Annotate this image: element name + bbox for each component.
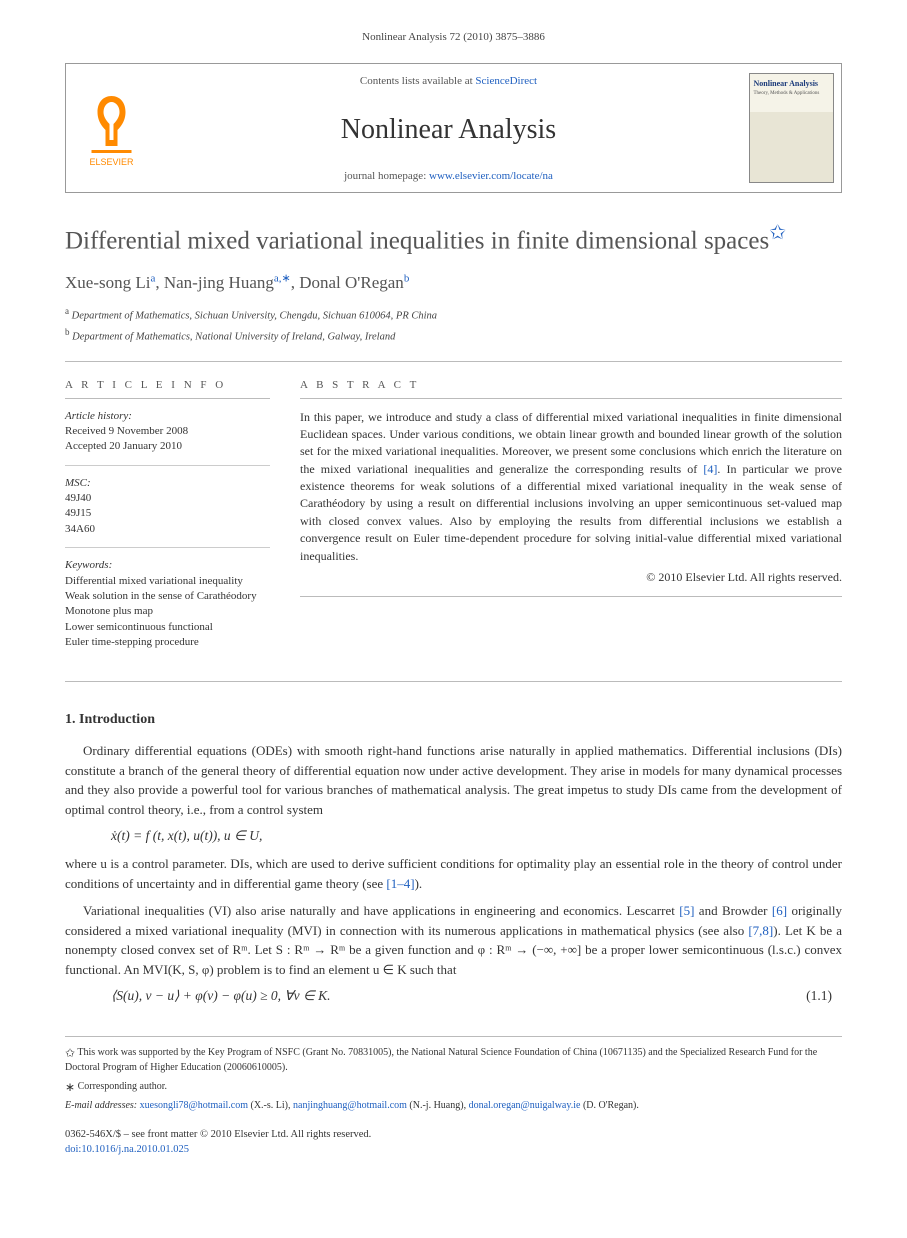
para-text: and Browder (694, 903, 771, 918)
paragraph: where u is a control parameter. DIs, whi… (65, 854, 842, 893)
doi-link[interactable]: 10.1016/j.na.2010.01.025 (81, 1144, 189, 1155)
imprint-block: 0362-546X/$ – see front matter © 2010 El… (65, 1128, 842, 1157)
elsevier-logo: ELSEVIER (66, 64, 156, 192)
email-link[interactable]: nanjinghuang@hotmail.com (293, 1100, 407, 1111)
publisher-name-text: ELSEVIER (89, 157, 134, 167)
equation-body: ⟨S(u), v − u⟩ + φ(v) − φ(u) ≥ 0, ∀v ∈ K. (111, 987, 331, 1006)
introduction-section: 1. Introduction Ordinary differential eq… (65, 710, 842, 1006)
publisher-header: ELSEVIER Contents lists available at Sci… (65, 63, 842, 193)
author-name: Nan-jing Huang (164, 273, 274, 292)
corresponding-author-footnote: ∗ Corresponding author. (65, 1079, 842, 1095)
author-affil-mark: a (150, 272, 155, 284)
para-text: where u is a control parameter. DIs, whi… (65, 856, 842, 891)
footnote-text: This work was supported by the Key Progr… (65, 1047, 817, 1073)
msc-code: 49J15 (65, 507, 91, 519)
keyword: Weak solution in the sense of Carathéodo… (65, 590, 257, 602)
received-date: Received 9 November 2008 (65, 425, 188, 437)
keyword: Monotone plus map (65, 605, 153, 617)
contents-available-line: Contents lists available at ScienceDirec… (156, 74, 741, 89)
cover-title: Nonlinear Analysis (754, 78, 829, 89)
keywords-label: Keywords: (65, 559, 112, 571)
contents-prefix: Contents lists available at (360, 75, 475, 87)
author-affil-mark: b (404, 272, 410, 284)
divider (65, 398, 270, 399)
emails-label: E-mail addresses: (65, 1100, 137, 1111)
msc-code: 34A60 (65, 523, 95, 535)
funding-footnote: ✩ This work was supported by the Key Pro… (65, 1045, 842, 1075)
doi-label: doi: (65, 1144, 81, 1155)
affil-mark: a (65, 306, 69, 316)
msc-code: 49J40 (65, 492, 91, 504)
title-footnote-mark: ✩ (769, 222, 786, 244)
author-name: Donal O'Regan (299, 273, 404, 292)
msc-label: MSC: (65, 477, 91, 489)
affil-text: Department of Mathematics, Sichuan Unive… (72, 310, 437, 321)
para-text: ). (415, 876, 423, 891)
affiliation: b Department of Mathematics, National Un… (65, 326, 842, 345)
author: Donal O'Reganb (299, 273, 409, 292)
history-label: Article history: (65, 410, 132, 422)
article-title: Differential mixed variational inequalit… (65, 221, 842, 257)
email-link[interactable]: donal.oregan@nuigalway.ie (469, 1100, 581, 1111)
keyword: Lower semicontinuous functional (65, 621, 213, 633)
author-affil-mark: a,∗ (274, 272, 291, 284)
running-head: Nonlinear Analysis 72 (2010) 3875–3886 (65, 30, 842, 45)
email-link[interactable]: xuesongli78@hotmail.com (140, 1100, 248, 1111)
homepage-link[interactable]: www.elsevier.com/locate/na (429, 170, 553, 182)
citation-link[interactable]: [7,8] (748, 923, 773, 938)
abstract-heading: A B S T R A C T (300, 378, 842, 393)
article-info-heading: A R T I C L E I N F O (65, 378, 270, 393)
article-info-column: A R T I C L E I N F O Article history: R… (65, 378, 270, 664)
footnote-text: Corresponding author. (78, 1081, 167, 1092)
journal-name: Nonlinear Analysis (156, 110, 741, 149)
homepage-line: journal homepage: www.elsevier.com/locat… (156, 169, 741, 184)
copyright-line: © 2010 Elsevier Ltd. All rights reserved… (300, 569, 842, 586)
paragraph: Variational inequalities (VI) also arise… (65, 901, 842, 979)
author-list: Xue-song Lia, Nan-jing Huanga,∗, Donal O… (65, 271, 842, 295)
divider (300, 398, 842, 399)
keyword: Differential mixed variational inequalit… (65, 575, 243, 587)
journal-cover-thumb: Nonlinear Analysis Theory, Methods & App… (741, 64, 841, 192)
doi-line: doi:10.1016/j.na.2010.01.025 (65, 1143, 842, 1158)
email-who: (X.-s. Li) (251, 1100, 289, 1111)
keyword: Euler time-stepping procedure (65, 636, 199, 648)
email-who: (D. O'Regan) (583, 1100, 636, 1111)
equation-number: (1.1) (806, 987, 832, 1006)
divider (300, 596, 842, 597)
homepage-prefix: journal homepage: (344, 170, 429, 182)
email-who: (N.-j. Huang) (409, 1100, 463, 1111)
abstract-text: In this paper, we introduce and study a … (300, 409, 842, 566)
affil-mark: b (65, 327, 70, 337)
title-text: Differential mixed variational inequalit… (65, 228, 769, 255)
footnote-mark: ∗ (65, 1080, 75, 1094)
equation-display: ⟨S(u), v − u⟩ + φ(v) − φ(u) ≥ 0, ∀v ∈ K.… (111, 987, 842, 1006)
citation-link[interactable]: [6] (772, 903, 787, 918)
para-text: Variational inequalities (VI) also arise… (83, 903, 679, 918)
author-name: Xue-song Li (65, 273, 150, 292)
paragraph: Ordinary differential equations (ODEs) w… (65, 741, 842, 819)
equation-display: ẋ(t) = f (t, x(t), u(t)), u ∈ U, (111, 827, 842, 846)
author: Xue-song Lia (65, 273, 155, 292)
emails-footnote: E-mail addresses: xuesongli78@hotmail.co… (65, 1099, 842, 1113)
accepted-date: Accepted 20 January 2010 (65, 440, 182, 452)
footnote-mark: ✩ (65, 1046, 75, 1060)
affil-text: Department of Mathematics, National Univ… (72, 331, 395, 342)
front-matter-line: 0362-546X/$ – see front matter © 2010 El… (65, 1128, 842, 1143)
sciencedirect-link[interactable]: ScienceDirect (475, 75, 537, 87)
divider (65, 547, 270, 548)
citation-link[interactable]: [1–4] (386, 876, 414, 891)
citation-link[interactable]: [4] (703, 462, 717, 476)
author: Nan-jing Huanga,∗ (164, 273, 291, 292)
divider (65, 465, 270, 466)
citation-link[interactable]: [5] (679, 903, 694, 918)
equation-body: ẋ(t) = f (t, x(t), u(t)), u ∈ U, (111, 827, 262, 846)
cover-subtitle: Theory, Methods & Applications (754, 90, 829, 97)
divider (65, 361, 842, 362)
affiliation: a Department of Mathematics, Sichuan Uni… (65, 305, 842, 324)
abstract-column: A B S T R A C T In this paper, we introd… (300, 378, 842, 664)
footnotes-block: ✩ This work was supported by the Key Pro… (65, 1036, 842, 1112)
section-heading: 1. Introduction (65, 710, 842, 730)
divider (65, 681, 842, 682)
